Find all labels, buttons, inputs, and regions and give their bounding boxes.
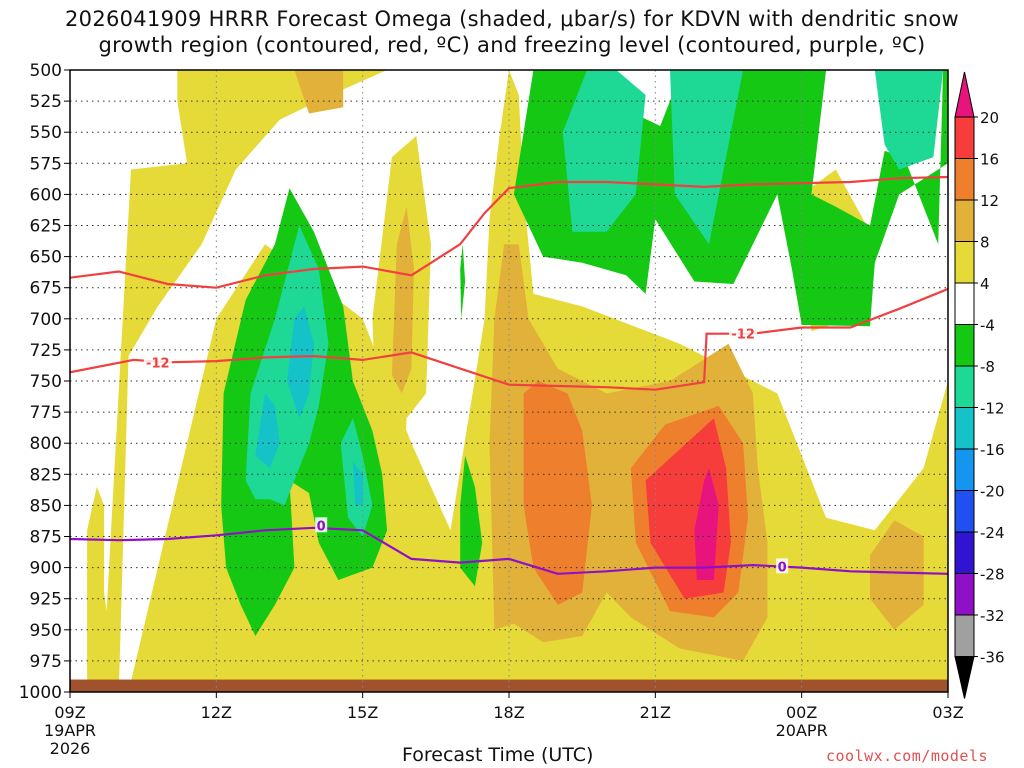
contour-label-bg	[776, 558, 789, 574]
contour-label: -12	[146, 356, 170, 371]
omega-region-7-2	[352, 461, 363, 506]
grid-layer	[69, 69, 949, 693]
omega-region-1-3	[870, 520, 924, 630]
x-tick-date-label: 20APR	[776, 721, 828, 740]
colorbar-label: -4	[980, 317, 995, 335]
y-tick-label: 850	[30, 496, 62, 516]
y-tick-label: 975	[30, 652, 62, 672]
y-tick-label: 650	[30, 248, 62, 268]
colorbar-label: -12	[980, 400, 1005, 418]
y-tick-label: 500	[30, 61, 62, 81]
y-tick-label: 575	[30, 154, 62, 174]
colorbar-label: -24	[980, 524, 1005, 542]
colorbar-box	[954, 531, 975, 574]
colorbar-label: -28	[980, 566, 1005, 584]
colorbar-label: -8	[980, 358, 995, 376]
y-tick-label: 825	[30, 465, 62, 485]
freezing-level-contour	[70, 526, 948, 575]
omega-region-2-0	[523, 381, 592, 605]
colorbar-label: -32	[980, 607, 1005, 625]
y-tick-label: 725	[30, 341, 62, 361]
colorbar-box	[954, 282, 975, 325]
x-tick-label: 00Z	[786, 703, 817, 722]
colorbar-label: 20	[980, 109, 999, 127]
contour-layer: -12 -12 0 0	[70, 175, 948, 575]
omega-region-1-2	[391, 206, 414, 394]
y-tick-label: 875	[30, 528, 62, 548]
contour-label: -12	[731, 328, 755, 343]
dgz-contour-1	[70, 287, 948, 391]
colorbar-box	[954, 448, 975, 491]
colorbar-label: 4	[980, 275, 990, 293]
omega-region-1-0	[294, 70, 344, 114]
y-tick-label: 625	[30, 217, 62, 237]
contour-label-bg	[729, 325, 758, 341]
surface-strip	[70, 679, 948, 692]
y-tick-label: 775	[30, 403, 62, 423]
colorbar-box	[954, 490, 975, 533]
chart-title-line-2: growth region (contoured, red, ºC) and f…	[98, 33, 926, 57]
colorbar-top-arrow	[954, 71, 975, 118]
y-tick-label: 1000	[19, 683, 62, 703]
omega-region-4-0	[694, 468, 719, 580]
x-tick-label: 03Z	[932, 703, 963, 722]
colorbar-label: -16	[980, 441, 1005, 459]
colorbar: 20 16 12 8 4 -4 -8 -12 -16 -20 -24 -28 -32 -36	[954, 71, 1005, 699]
omega-region-6-3	[670, 70, 744, 245]
colorbar-label: 8	[980, 234, 990, 252]
y-tick-label: 600	[30, 185, 62, 205]
colorbar-box	[954, 614, 975, 657]
chart-title-line-1: 2026041909 HRRR Forecast Omega (shaded, …	[65, 7, 959, 31]
dgz-contour-0	[70, 175, 948, 289]
x-tick-label: 12Z	[201, 703, 232, 722]
colorbar-label: 16	[980, 151, 999, 169]
colorbar-label: -36	[980, 649, 1005, 667]
x-tick-label: 21Z	[640, 703, 671, 722]
x-tick-date-label: 19APR	[44, 721, 96, 740]
omega-region-5-2	[460, 455, 483, 587]
contour-label-bg	[143, 354, 172, 370]
colorbar-label: -20	[980, 483, 1005, 501]
y-tick-label: 800	[30, 434, 62, 454]
x-tick-label: 18Z	[493, 703, 524, 722]
omega-region-7-0	[287, 306, 314, 419]
colorbar-box	[954, 116, 975, 159]
omega-region-5-3	[460, 244, 466, 319]
y-tick-label: 525	[30, 92, 62, 112]
source-credit: coolwx.com/models	[826, 747, 989, 765]
omega-region-0-2	[372, 135, 431, 692]
y-tick-label: 700	[30, 310, 62, 330]
y-tick-label: 675	[30, 279, 62, 299]
y-tick-label: 925	[30, 590, 62, 610]
colorbar-box	[954, 365, 975, 408]
y-tick-label: 550	[30, 123, 62, 143]
colorbar-box	[954, 158, 975, 201]
omega-region-6-4	[874, 70, 944, 170]
omega-region-0-0	[87, 70, 388, 692]
x-tick-label: 09Z	[54, 703, 85, 722]
y-tick-label: 750	[30, 372, 62, 392]
colorbar-box	[954, 241, 975, 284]
colorbar-label: 12	[980, 192, 999, 210]
colorbar-box	[954, 407, 975, 450]
x-tick-label: 15Z	[347, 703, 378, 722]
axes-layer: 500 525 550 575 600 625 650 675 700 725 750 775 800 8…	[19, 61, 964, 758]
omega-region-6-2	[562, 70, 646, 232]
contour-label: 0	[778, 560, 787, 575]
colorbar-box	[954, 573, 975, 616]
y-tick-label: 950	[30, 621, 62, 641]
colorbar-bottom-arrow	[954, 656, 975, 699]
colorbar-box	[954, 199, 975, 242]
contour-label: 0	[317, 519, 326, 534]
x-tick-year-label: 2026	[50, 739, 91, 758]
colorbar-box	[954, 324, 975, 367]
x-axis-title: Forecast Time (UTC)	[402, 744, 594, 766]
y-tick-label: 900	[30, 559, 62, 579]
contour-label-bg	[315, 517, 328, 533]
